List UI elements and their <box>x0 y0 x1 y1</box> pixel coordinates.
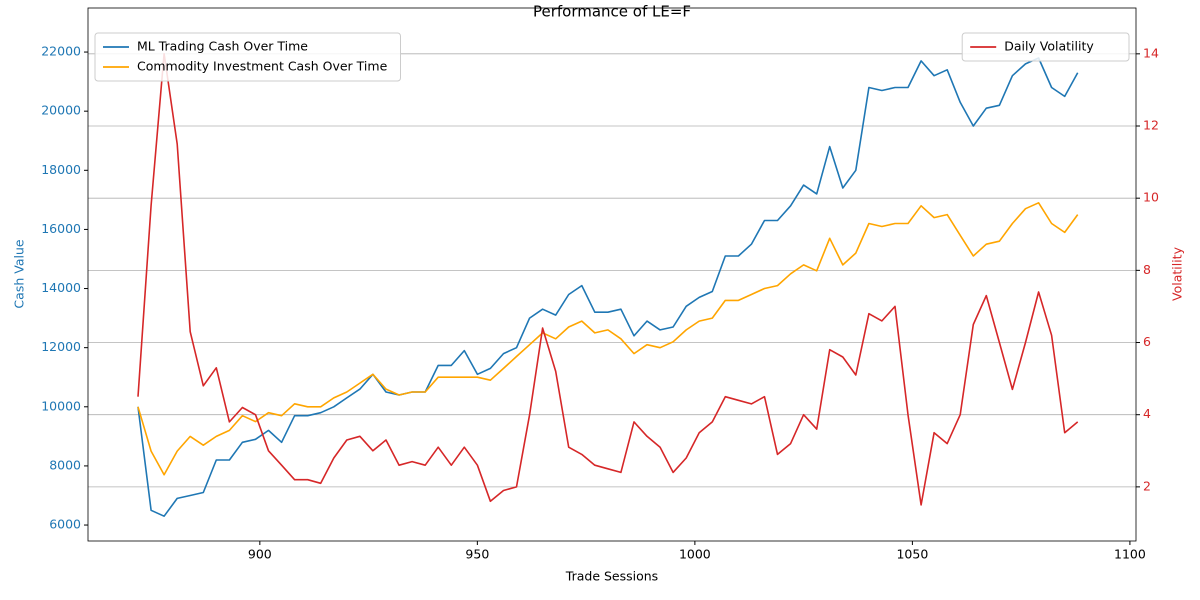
y-tick-label: 12000 <box>41 339 81 354</box>
y2-tick-label: 8 <box>1143 262 1151 277</box>
x-tick-label: 1100 <box>1114 547 1146 562</box>
line-series <box>137 57 1079 517</box>
y-tick-label: 8000 <box>49 457 81 472</box>
y2-tick-label: 10 <box>1143 190 1159 205</box>
y-tick-label: 20000 <box>41 103 81 118</box>
legend-label: Commodity Investment Cash Over Time <box>137 59 388 74</box>
x-tick-label: 1050 <box>896 547 928 562</box>
y-tick-label: 10000 <box>41 398 81 413</box>
line-series <box>137 53 1079 506</box>
chart-title: Performance of LE=F <box>533 3 691 21</box>
x-tick-label: 950 <box>465 547 489 562</box>
x-tick-label: 1000 <box>679 547 711 562</box>
plot-frame <box>87 7 1137 542</box>
line-series <box>137 202 1079 476</box>
legend: Daily Volatility <box>961 32 1130 62</box>
y2-tick-label: 4 <box>1143 406 1151 421</box>
y2-tick-label: 12 <box>1143 118 1159 133</box>
x-tick-label: 900 <box>248 547 272 562</box>
y2-tick-label: 6 <box>1143 334 1151 349</box>
legend: ML Trading Cash Over Time Commodity Inves… <box>94 32 401 82</box>
y2-tick-label: 2 <box>1143 478 1151 493</box>
y-tick-label: 6000 <box>49 517 81 532</box>
legend-label: ML Trading Cash Over Time <box>137 39 308 54</box>
y-tick-label: 16000 <box>41 221 81 236</box>
legend-label: Daily Volatility <box>1004 39 1094 54</box>
y-tick-label: 14000 <box>41 280 81 295</box>
legend-box <box>94 32 401 82</box>
y-axis-label: Cash Value <box>12 239 27 308</box>
x-axis-label: Trade Sessions <box>565 569 658 584</box>
y-tick-label: 22000 <box>41 44 81 59</box>
y2-tick-label: 14 <box>1143 45 1159 60</box>
y2-axis-label: Volatility <box>1170 246 1185 301</box>
y-tick-label: 18000 <box>41 162 81 177</box>
legend-box <box>961 32 1130 62</box>
